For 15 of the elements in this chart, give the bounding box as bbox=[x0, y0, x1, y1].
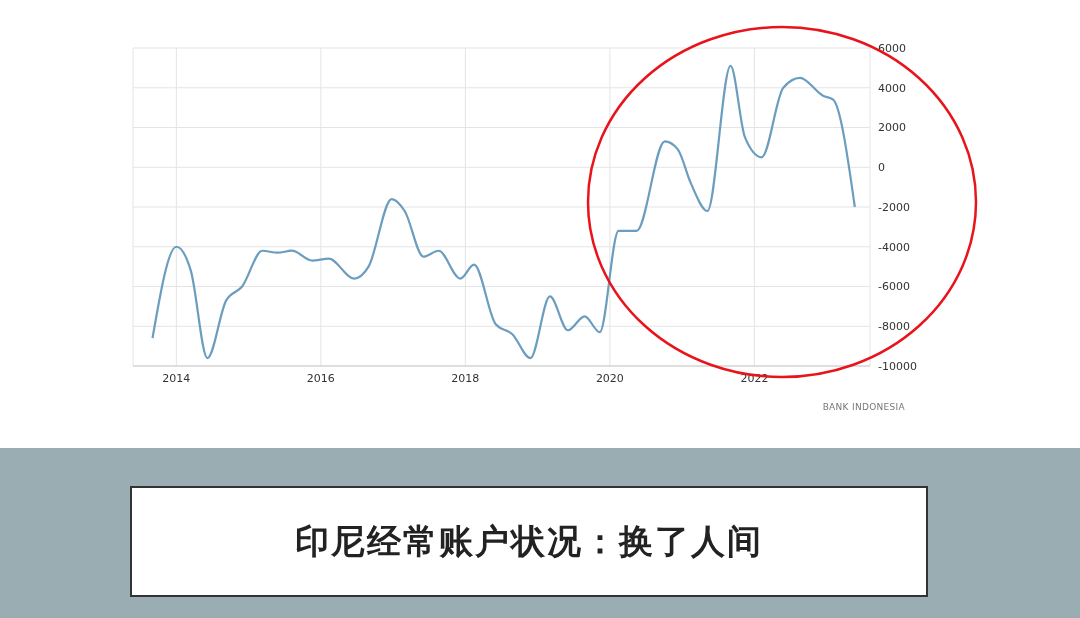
y-tick-label: -6000 bbox=[878, 280, 910, 294]
y-tick-label: 0 bbox=[878, 161, 885, 175]
x-tick-label: 2018 bbox=[451, 371, 480, 385]
x-tick-label: 2016 bbox=[306, 371, 335, 385]
x-tick-label: 2020 bbox=[595, 371, 624, 385]
y-tick-label: 2000 bbox=[878, 121, 906, 135]
y-tick-label: -2000 bbox=[878, 200, 910, 214]
y-tick-label: -8000 bbox=[878, 320, 910, 334]
line-series bbox=[151, 64, 856, 360]
text: BANK INDONESIA bbox=[822, 402, 905, 412]
x-tick-label: 2014 bbox=[162, 371, 191, 385]
y-tick-label: -4000 bbox=[878, 240, 910, 254]
text: 印尼经常账户状况：换了人间 bbox=[295, 519, 763, 563]
y-tick-label: -10000 bbox=[878, 359, 917, 373]
y-tick-label: 4000 bbox=[878, 81, 906, 95]
